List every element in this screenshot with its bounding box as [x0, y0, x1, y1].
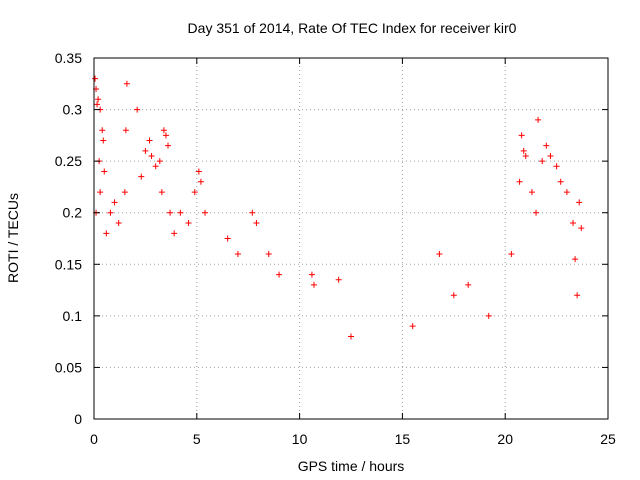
data-point [557, 178, 564, 185]
chart-title: Day 351 of 2014, Rate Of TEC Index for r… [188, 20, 517, 36]
data-point [134, 106, 141, 113]
data-point [224, 235, 231, 242]
y-tick-label: 0.1 [63, 308, 83, 324]
data-point [92, 75, 99, 82]
x-tick-labels: 0 5 10 15 20 25 [90, 431, 616, 447]
data-point [195, 168, 202, 175]
data-point [508, 250, 515, 257]
plot-frame [93, 57, 609, 420]
data-point [95, 96, 102, 103]
y-tick-label: 0.25 [55, 153, 82, 169]
y-tick-label: 0.15 [55, 256, 82, 272]
data-point [348, 333, 354, 340]
data-point [99, 127, 106, 134]
x-axis-title: GPS time / hours [298, 458, 405, 474]
data-point [197, 178, 204, 185]
data-point [202, 209, 209, 216]
data-points [92, 75, 585, 340]
data-point [146, 137, 153, 144]
data-point [436, 250, 443, 257]
data-point [547, 152, 554, 159]
y-tick-label: 0.2 [63, 205, 83, 221]
y-axis-title: ROTI / TECUs [5, 193, 21, 283]
y-tick-label: 0.05 [55, 359, 82, 375]
data-point [191, 189, 198, 196]
data-point [516, 178, 523, 185]
data-point [518, 132, 525, 139]
data-point [465, 281, 472, 288]
x-tick-label: 25 [600, 431, 616, 447]
data-point [574, 292, 581, 299]
data-point [165, 142, 172, 149]
data-point [522, 152, 529, 159]
data-point [520, 147, 527, 154]
data-point [533, 209, 540, 216]
data-point [253, 220, 260, 227]
data-point [171, 230, 178, 237]
data-point [167, 209, 174, 216]
data-point [528, 189, 535, 196]
grid [94, 58, 608, 419]
data-point [485, 312, 492, 319]
data-point [152, 163, 159, 170]
data-point [409, 323, 416, 330]
data-point [276, 271, 283, 278]
data-point [103, 230, 110, 237]
data-point [308, 271, 315, 278]
x-tick-label: 15 [395, 431, 411, 447]
data-point [249, 209, 256, 216]
x-tick-label: 0 [90, 431, 98, 447]
data-point [158, 189, 165, 196]
data-point [572, 256, 579, 263]
data-point [578, 225, 585, 232]
data-point [148, 152, 155, 159]
data-point [450, 292, 457, 299]
data-point [335, 276, 342, 283]
y-tick-label: 0 [74, 411, 82, 427]
data-point [111, 199, 118, 206]
data-point [100, 137, 107, 144]
y-tick-label: 0.3 [63, 102, 83, 118]
data-point [162, 132, 169, 139]
data-point [570, 220, 577, 227]
data-point [156, 158, 163, 165]
axis-ticks [93, 57, 609, 420]
data-point [115, 220, 122, 227]
data-point [553, 163, 560, 170]
data-point [123, 80, 130, 87]
x-tick-label: 10 [292, 431, 308, 447]
data-point [121, 189, 128, 196]
data-point [535, 116, 542, 123]
y-tick-labels: 0 0.05 0.1 0.15 0.2 0.25 0.3 0.35 [55, 50, 82, 427]
data-point [563, 189, 570, 196]
data-point [185, 220, 192, 227]
data-point [234, 250, 241, 257]
data-point [539, 158, 546, 165]
x-tick-label: 5 [193, 431, 201, 447]
y-tick-label: 0.35 [55, 50, 82, 66]
data-point [107, 209, 114, 216]
data-point [138, 173, 145, 180]
data-point [94, 101, 101, 108]
data-point [122, 127, 129, 134]
x-tick-label: 20 [497, 431, 513, 447]
data-point [97, 189, 104, 196]
data-point [177, 209, 184, 216]
data-point [265, 250, 272, 257]
data-point [101, 168, 108, 175]
data-point [160, 127, 167, 134]
data-point [142, 147, 149, 154]
data-point [576, 199, 583, 206]
data-point [310, 281, 317, 288]
data-point [543, 142, 550, 149]
